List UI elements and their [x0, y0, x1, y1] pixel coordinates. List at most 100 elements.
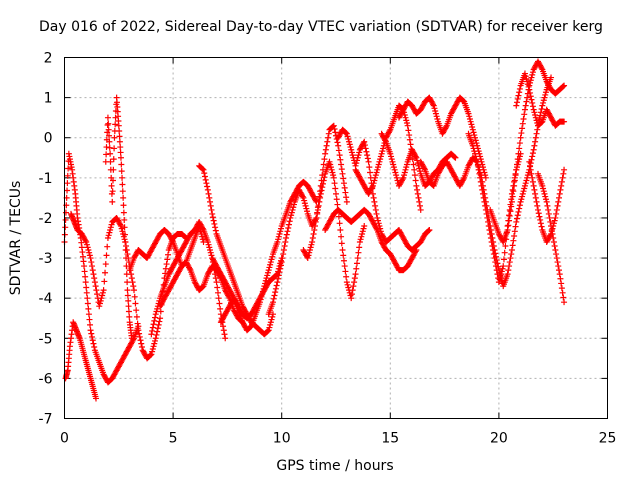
data-point: [153, 308, 160, 315]
data-point: [557, 186, 564, 193]
data-point: [522, 180, 529, 187]
data-point: [258, 293, 265, 300]
data-point: [208, 252, 215, 259]
data-point: [553, 251, 560, 258]
data-point: [556, 271, 563, 278]
data-point: [85, 305, 92, 312]
data-point: [320, 177, 327, 184]
data-point: [542, 91, 549, 98]
data-point: [522, 73, 529, 80]
data-point: [375, 161, 382, 168]
data-point: [527, 166, 534, 173]
data-point: [555, 263, 562, 270]
data-point: [399, 176, 406, 183]
data-point: [105, 126, 112, 133]
data-point: [212, 227, 219, 234]
data-point: [370, 194, 377, 201]
data-point: [469, 142, 476, 149]
data-point: [62, 216, 69, 223]
data-point: [561, 82, 568, 89]
data-point: [358, 233, 365, 240]
data-point: [106, 229, 113, 236]
data-point: [81, 268, 88, 275]
data-point: [304, 255, 311, 262]
data-point: [350, 283, 357, 290]
data-point: [558, 178, 565, 185]
data-point: [343, 194, 350, 201]
data-point: [128, 275, 135, 282]
data-point: [209, 214, 216, 221]
data-point: [486, 218, 493, 225]
data-point: [516, 85, 523, 92]
data-point: [546, 214, 553, 221]
data-point: [401, 169, 408, 176]
data-point: [414, 157, 421, 164]
data-point: [275, 236, 282, 243]
data-point: [111, 145, 118, 152]
data-point: [330, 174, 337, 181]
data-point: [150, 321, 157, 328]
data-point: [272, 289, 279, 296]
data-point: [558, 182, 565, 189]
data-point: [264, 269, 271, 276]
data-point: [107, 226, 114, 233]
data-point: [106, 132, 113, 139]
data-point: [483, 202, 490, 209]
data-point: [508, 247, 515, 254]
data-point: [524, 174, 531, 181]
data-point: [549, 230, 556, 237]
data-point: [521, 106, 528, 113]
data-point: [89, 267, 96, 274]
data-point: [321, 156, 328, 163]
data-point: [109, 188, 116, 195]
data-point: [380, 145, 387, 152]
data-point: [155, 321, 162, 328]
data-point: [519, 120, 526, 127]
y-tick-label: -5: [39, 331, 53, 347]
data-point: [96, 300, 103, 307]
data-point: [465, 110, 472, 117]
data-point: [374, 164, 381, 171]
data-point: [288, 212, 295, 219]
data-point: [206, 194, 213, 201]
data-point: [97, 297, 104, 304]
data-point: [403, 161, 410, 168]
data-point: [534, 202, 541, 209]
data-point: [269, 253, 276, 260]
data-point: [497, 272, 504, 279]
data-point: [469, 126, 476, 133]
data-point: [539, 102, 546, 109]
data-point: [101, 278, 108, 285]
data-point: [552, 214, 559, 221]
data-point: [122, 247, 129, 254]
data-point: [400, 174, 407, 181]
data-point: [487, 222, 494, 229]
y-tick-labels: -7 -6 -5 -4 -3 -2 -1 0 1 2: [39, 51, 53, 428]
data-point: [551, 243, 558, 250]
data-point: [527, 77, 534, 84]
data-point: [285, 221, 292, 228]
data-point: [531, 109, 538, 116]
data-point: [217, 305, 224, 312]
data-point: [317, 194, 324, 201]
data-point: [529, 174, 536, 181]
data-point: [269, 313, 276, 320]
data-point: [109, 198, 116, 205]
data-point: [162, 265, 169, 272]
data-point: [353, 260, 360, 267]
data-point: [401, 172, 408, 179]
data-point: [116, 133, 123, 140]
data-point: [561, 299, 568, 306]
data-point: [137, 337, 144, 344]
data-point: [210, 217, 217, 224]
data-point: [208, 206, 215, 213]
data-point: [472, 137, 479, 144]
y-tick-label: -3: [39, 251, 53, 267]
data-point: [557, 275, 564, 282]
data-point: [277, 225, 284, 232]
data-point: [339, 247, 346, 254]
data-point: [351, 279, 358, 286]
data-point: [529, 153, 536, 160]
data-point: [96, 303, 103, 310]
data-point: [326, 158, 333, 165]
